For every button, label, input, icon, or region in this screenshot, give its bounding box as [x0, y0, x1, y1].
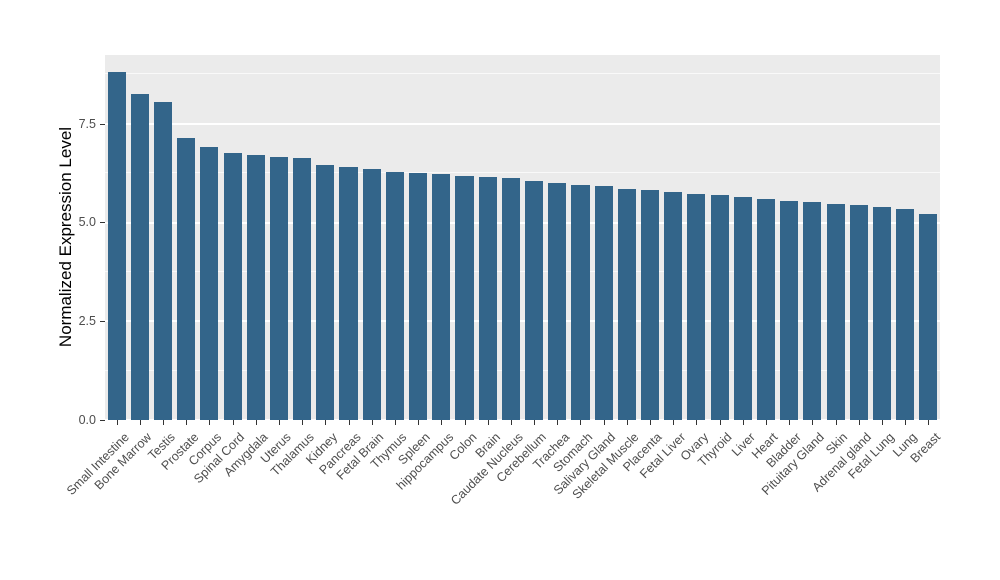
- x-tick-mark: [116, 420, 118, 425]
- y-tick-mark: [100, 222, 105, 224]
- x-tick-mark: [928, 420, 930, 425]
- bar: [664, 191, 683, 420]
- bar: [687, 194, 706, 420]
- x-tick-mark: [302, 420, 304, 425]
- plot-panel: [105, 55, 940, 420]
- x-tick-mark: [673, 420, 675, 425]
- x-tick-mark: [580, 420, 582, 425]
- x-tick-mark: [696, 420, 698, 425]
- x-tick-mark: [534, 420, 536, 425]
- bar: [803, 201, 822, 420]
- bar: [826, 203, 845, 420]
- bar: [849, 204, 868, 420]
- x-tick-mark: [905, 420, 907, 425]
- bar: [548, 183, 567, 420]
- y-tick-label: 0.0: [78, 413, 96, 427]
- y-tick-mark: [100, 420, 105, 421]
- x-tick-mark: [882, 420, 883, 425]
- x-tick-mark: [464, 420, 466, 425]
- x-tick-mark: [278, 420, 280, 425]
- y-tick-label: 2.5: [78, 314, 96, 329]
- bar: [919, 213, 938, 420]
- bar: [316, 165, 335, 420]
- bar: [153, 102, 173, 420]
- bar: [409, 173, 428, 420]
- bar: [641, 190, 660, 420]
- x-tick-mark: [812, 420, 814, 425]
- bar: [246, 155, 265, 420]
- bar: [177, 137, 196, 420]
- bar: [362, 169, 381, 420]
- x-tick-mark: [186, 420, 188, 425]
- bar: [756, 198, 776, 420]
- x-tick-mark: [441, 420, 443, 425]
- major-gridline: [105, 320, 940, 323]
- bar: [872, 206, 892, 420]
- major-gridline: [105, 221, 940, 224]
- x-tick-mark: [835, 420, 837, 425]
- x-tick-mark: [719, 420, 721, 425]
- bar: [293, 158, 312, 420]
- bar: [478, 177, 497, 420]
- major-gridline: [105, 122, 940, 125]
- bar: [617, 188, 636, 420]
- x-tick-mark: [325, 420, 327, 425]
- x-tick-mark: [603, 420, 605, 425]
- y-tick-label: 7.5: [78, 116, 96, 131]
- bar: [107, 72, 126, 420]
- minor-gridline: [105, 270, 940, 272]
- x-tick-mark: [510, 420, 512, 425]
- x-tick-mark: [371, 420, 373, 425]
- major-gridline: [105, 419, 940, 420]
- x-tick-mark: [232, 420, 234, 425]
- y-tick-mark: [100, 123, 105, 125]
- bar: [223, 153, 242, 420]
- x-tick-mark: [789, 420, 791, 425]
- bar: [130, 94, 149, 420]
- bar: [269, 157, 288, 420]
- bar: [896, 208, 915, 420]
- x-tick-mark: [766, 420, 768, 425]
- x-axis: Small Intestine Bone Marrow Testis Prostate…: [64, 420, 943, 580]
- x-tick-mark: [858, 420, 860, 425]
- x-tick-mark: [394, 420, 396, 425]
- x-tick-mark: [742, 420, 744, 425]
- bar: [501, 178, 520, 420]
- bar: [780, 200, 799, 420]
- bar: [525, 181, 544, 420]
- x-tick-mark: [626, 420, 628, 425]
- x-tick-mark: [255, 420, 257, 425]
- x-tick-mark: [418, 420, 420, 425]
- minor-gridline: [105, 369, 940, 371]
- bar: [594, 186, 613, 420]
- x-tick-mark: [650, 420, 652, 425]
- y-tick-mark: [100, 321, 105, 323]
- bar: [385, 171, 404, 420]
- x-tick-mark: [139, 420, 141, 425]
- x-tick-mark: [557, 420, 559, 425]
- x-tick-mark: [162, 420, 164, 425]
- bar: [733, 196, 752, 420]
- x-tick-mark: [209, 420, 211, 425]
- minor-gridline: [105, 172, 940, 174]
- bar: [710, 194, 729, 420]
- bar: [432, 174, 451, 420]
- x-tick-mark: [348, 420, 350, 425]
- bar: [455, 175, 474, 420]
- minor-gridline: [105, 73, 940, 75]
- bar: [339, 167, 358, 420]
- x-tick-mark: [487, 420, 489, 425]
- bar: [571, 184, 590, 420]
- y-tick-label: 5.0: [78, 215, 96, 230]
- bar: [200, 147, 219, 420]
